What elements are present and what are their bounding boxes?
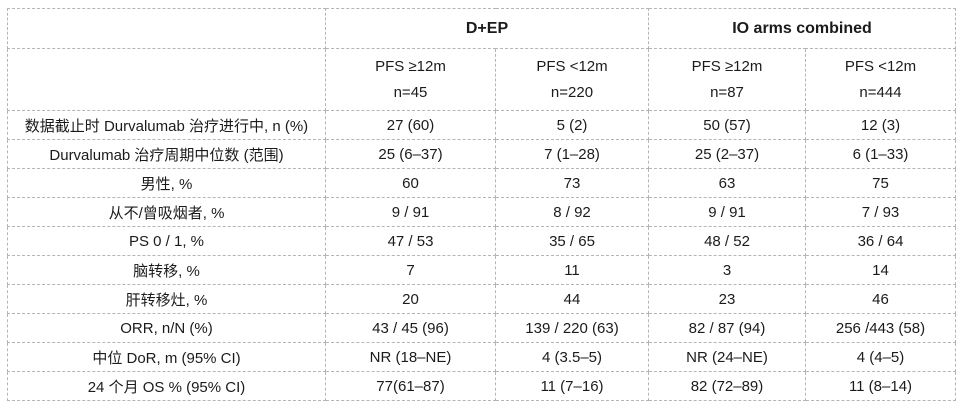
data-cell: 60: [325, 168, 496, 198]
data-cell: 11: [495, 255, 649, 285]
n-count: n=444: [859, 83, 902, 101]
data-cell: 75: [805, 168, 956, 198]
data-cell: 7: [325, 255, 496, 285]
data-cell: 6 (1–33): [805, 139, 956, 169]
data-cell: 36 / 64: [805, 226, 956, 256]
data-cell: 12 (3): [805, 110, 956, 140]
table-row-brain-metastases: 脑转移, % 7 11 3 14: [7, 255, 956, 285]
table-row-median-dor: 中位 DoR, m (95% CI) NR (18–NE) 4 (3.5–5) …: [7, 342, 956, 372]
data-cell: 5 (2): [495, 110, 649, 140]
row-label: PS 0 / 1, %: [7, 226, 326, 256]
group-header-dep: D+EP: [325, 8, 649, 49]
data-cell: 48 / 52: [648, 226, 806, 256]
row-label: 脑转移, %: [7, 255, 326, 285]
data-cell: 44: [495, 284, 649, 314]
subheader-dep-pfs-lt12: PFS <12m n=220: [495, 48, 649, 111]
n-count: n=220: [550, 83, 594, 101]
data-cell: 11 (7–16): [495, 371, 649, 401]
n-count: n=45: [393, 83, 428, 101]
clinical-outcomes-table: D+EP IO arms combined PFS ≥12m n=45 PFS …: [7, 8, 956, 401]
data-cell: 82 (72–89): [648, 371, 806, 401]
data-cell: 50 (57): [648, 110, 806, 140]
data-cell: 14: [805, 255, 956, 285]
table-row-smoking-status: 从不/曾吸烟者, % 9 / 91 8 / 92 9 / 91 7 / 93: [7, 197, 956, 227]
data-cell: 20: [325, 284, 496, 314]
data-cell: 27 (60): [325, 110, 496, 140]
pfs-subtitle: PFS <12m: [844, 57, 917, 75]
data-cell: 139 / 220 (63): [495, 313, 649, 343]
subheader-dep-pfs-ge12: PFS ≥12m n=45: [325, 48, 496, 111]
data-cell: NR (24–NE): [648, 342, 806, 372]
data-cell: 9 / 91: [325, 197, 496, 227]
data-cell: 25 (6–37): [325, 139, 496, 169]
data-cell: 7 (1–28): [495, 139, 649, 169]
pfs-subtitle: PFS ≥12m: [691, 57, 763, 75]
row-label: 数据截止时 Durvalumab 治疗进行中, n (%): [7, 110, 326, 140]
table-row-male: 男性, % 60 73 63 75: [7, 168, 956, 198]
row-label: Durvalumab 治疗周期中位数 (范围): [7, 139, 326, 169]
data-cell: 3: [648, 255, 806, 285]
data-cell: 25 (2–37): [648, 139, 806, 169]
row-label: 肝转移灶, %: [7, 284, 326, 314]
group-header-row: D+EP IO arms combined: [7, 8, 956, 49]
n-count: n=87: [710, 83, 744, 101]
table-row-durvalumab-ongoing: 数据截止时 Durvalumab 治疗进行中, n (%) 27 (60) 5 …: [7, 110, 956, 140]
group-header-io-combined: IO arms combined: [648, 8, 956, 49]
data-cell: 11 (8–14): [805, 371, 956, 401]
subheader-io-pfs-ge12: PFS ≥12m n=87: [648, 48, 806, 111]
row-label: 24 个月 OS % (95% CI): [7, 371, 326, 401]
pfs-subtitle: PFS ≥12m: [375, 57, 446, 75]
table-row-ps: PS 0 / 1, % 47 / 53 35 / 65 48 / 52 36 /…: [7, 226, 956, 256]
data-cell: 47 / 53: [325, 226, 496, 256]
table-row-treatment-cycles: Durvalumab 治疗周期中位数 (范围) 25 (6–37) 7 (1–2…: [7, 139, 956, 169]
row-label: 从不/曾吸烟者, %: [7, 197, 326, 227]
data-cell: 4 (4–5): [805, 342, 956, 372]
data-cell: 43 / 45 (96): [325, 313, 496, 343]
row-label: 中位 DoR, m (95% CI): [7, 342, 326, 372]
table-row-liver-metastases: 肝转移灶, % 20 44 23 46: [7, 284, 956, 314]
row-label: 男性, %: [7, 168, 326, 198]
pfs-subtitle: PFS <12m: [536, 57, 608, 75]
table-row-orr: ORR, n/N (%) 43 / 45 (96) 139 / 220 (63)…: [7, 313, 956, 343]
data-cell: 4 (3.5–5): [495, 342, 649, 372]
subheader-row: PFS ≥12m n=45 PFS <12m n=220 PFS ≥12m n=…: [7, 48, 956, 111]
table-row-24month-os: 24 个月 OS % (95% CI) 77(61–87) 11 (7–16) …: [7, 371, 956, 401]
data-cell: 63: [648, 168, 806, 198]
data-cell: 46: [805, 284, 956, 314]
data-cell: 73: [495, 168, 649, 198]
data-cell: 77(61–87): [325, 371, 496, 401]
data-cell: 9 / 91: [648, 197, 806, 227]
data-cell: 7 / 93: [805, 197, 956, 227]
row-label: ORR, n/N (%): [7, 313, 326, 343]
corner-empty-cell: [7, 8, 326, 49]
data-cell: 23: [648, 284, 806, 314]
data-cell: NR (18–NE): [325, 342, 496, 372]
data-cell: 35 / 65: [495, 226, 649, 256]
subheader-empty-cell: [7, 48, 326, 111]
data-cell: 8 / 92: [495, 197, 649, 227]
data-cell: 256 /443 (58): [805, 313, 956, 343]
data-cell: 82 / 87 (94): [648, 313, 806, 343]
subheader-io-pfs-lt12: PFS <12m n=444: [805, 48, 956, 111]
